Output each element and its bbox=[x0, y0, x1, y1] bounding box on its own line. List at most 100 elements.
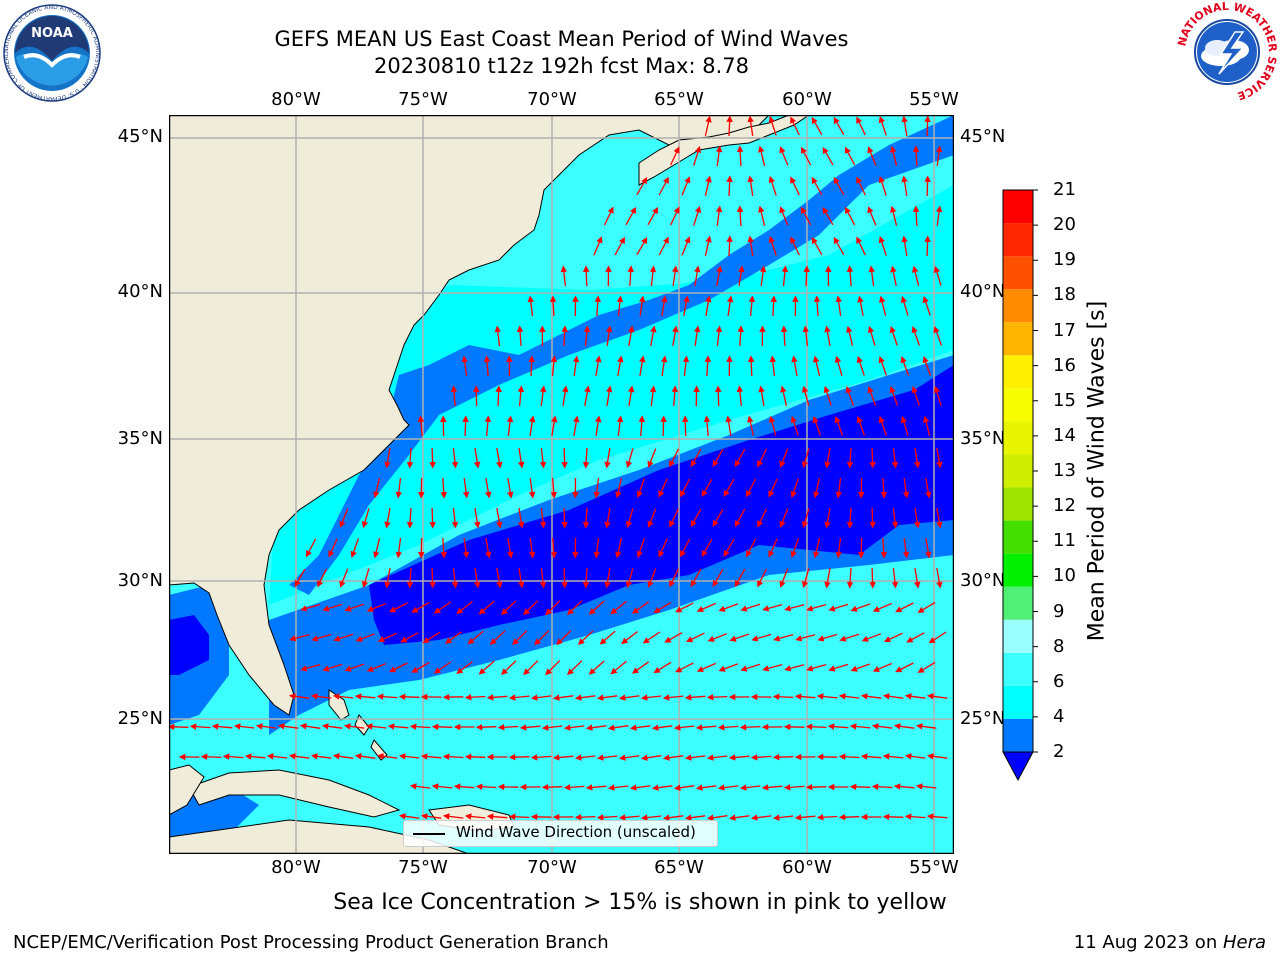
wind-wave-arrow bbox=[610, 600, 627, 615]
wind-wave-arrow bbox=[828, 603, 849, 612]
wind-wave-arrow bbox=[890, 265, 897, 286]
wind-wave-arrow bbox=[704, 115, 712, 136]
wind-wave-arrow bbox=[913, 567, 921, 589]
wind-wave-arrow bbox=[583, 325, 591, 347]
wind-wave-arrow bbox=[549, 295, 557, 317]
wind-wave-arrow bbox=[615, 478, 623, 499]
wind-wave-arrow bbox=[728, 814, 750, 821]
colorbar-band bbox=[1003, 421, 1033, 455]
colorbar-label: 11 bbox=[1053, 530, 1076, 552]
wind-wave-arrow bbox=[420, 813, 442, 820]
wind-wave-arrow bbox=[747, 415, 754, 436]
wind-wave-arrow bbox=[289, 634, 310, 642]
wind-wave-arrow bbox=[734, 448, 746, 468]
wind-wave-arrow bbox=[846, 447, 854, 469]
wind-wave-arrow bbox=[550, 537, 558, 559]
wind-wave-arrow bbox=[670, 146, 680, 166]
wind-wave-arrow bbox=[584, 385, 591, 407]
wind-wave-arrow bbox=[376, 753, 398, 760]
wind-wave-arrow bbox=[431, 783, 453, 790]
wind-wave-arrow bbox=[328, 538, 338, 558]
wind-wave-arrow bbox=[845, 386, 855, 406]
wind-wave-arrow bbox=[714, 385, 722, 407]
wind-wave-arrow bbox=[844, 206, 856, 226]
wind-wave-arrow bbox=[750, 754, 772, 761]
wind-wave-arrow bbox=[801, 448, 810, 469]
wind-wave-arrow bbox=[506, 415, 514, 436]
wind-wave-arrow bbox=[604, 567, 611, 589]
lon-tick-bottom: 65°W bbox=[654, 857, 704, 878]
wind-wave-arrow bbox=[614, 236, 625, 256]
wind-wave-arrow bbox=[300, 663, 321, 672]
wind-wave-arrow bbox=[768, 175, 777, 196]
wind-wave-arrow bbox=[824, 325, 831, 347]
wind-wave-arrow bbox=[901, 235, 908, 257]
wind-wave-arrow bbox=[596, 694, 618, 701]
wind-wave-arrow bbox=[726, 235, 733, 257]
wind-wave-arrow bbox=[377, 632, 397, 643]
wind-wave-arrow bbox=[545, 600, 561, 616]
lat-tick-right: 30°N bbox=[960, 570, 1006, 591]
wind-wave-arrow bbox=[745, 538, 757, 558]
wind-wave-arrow bbox=[429, 447, 436, 469]
wind-wave-arrow bbox=[867, 146, 877, 166]
wind-wave-arrow bbox=[517, 385, 525, 407]
wind-wave-arrow bbox=[588, 600, 605, 615]
wind-wave-arrow bbox=[640, 814, 662, 821]
wind-wave-arrow bbox=[717, 724, 739, 731]
wind-wave-arrow bbox=[582, 567, 590, 589]
wind-wave-arrow bbox=[869, 447, 876, 469]
wind-wave-arrow bbox=[704, 175, 712, 196]
wind-wave-arrow bbox=[669, 448, 679, 468]
wind-wave-arrow bbox=[517, 567, 525, 589]
ocean-field-gulf-deep-blue bbox=[169, 615, 209, 675]
wind-wave-arrow bbox=[539, 508, 547, 529]
wind-wave-arrow bbox=[801, 508, 810, 529]
wind-wave-arrow bbox=[478, 660, 495, 675]
wave-period-map bbox=[169, 115, 954, 854]
wind-wave-arrow bbox=[496, 507, 503, 529]
wind-wave-arrow bbox=[640, 694, 662, 701]
wind-wave-arrow bbox=[911, 386, 920, 406]
wind-wave-arrow bbox=[801, 385, 810, 406]
wind-wave-arrow bbox=[604, 447, 611, 469]
wind-wave-arrow bbox=[904, 753, 926, 760]
wind-wave-arrow bbox=[925, 537, 932, 559]
wind-wave-arrow bbox=[917, 601, 936, 613]
wind-wave-arrow bbox=[703, 415, 711, 437]
wind-wave-arrow bbox=[550, 355, 558, 377]
legend-line-swatch bbox=[413, 833, 445, 835]
wind-wave-arrow bbox=[473, 447, 481, 469]
wind-wave-arrow bbox=[650, 325, 657, 347]
wind-wave-arrow bbox=[872, 662, 892, 672]
wind-wave-arrow bbox=[551, 415, 558, 437]
wind-wave-arrow bbox=[411, 661, 430, 673]
wind-wave-arrow bbox=[725, 415, 732, 437]
wind-wave-arrow bbox=[266, 753, 288, 760]
wind-wave-arrow bbox=[675, 662, 694, 673]
wind-wave-arrow bbox=[895, 662, 914, 673]
wind-wave-arrow bbox=[639, 355, 646, 377]
wind-wave-arrow bbox=[706, 754, 728, 761]
wind-wave-arrow bbox=[784, 664, 805, 672]
wind-wave-arrow bbox=[211, 723, 233, 730]
wind-wave-arrow bbox=[596, 814, 618, 821]
colorbar-label: 19 bbox=[1053, 249, 1076, 271]
wind-wave-arrow bbox=[935, 145, 943, 166]
wind-wave-arrow bbox=[759, 265, 767, 286]
wind-wave-arrow bbox=[706, 693, 728, 701]
wind-wave-arrow bbox=[684, 814, 706, 821]
wind-wave-arrow bbox=[384, 447, 391, 469]
wind-wave-arrow bbox=[880, 537, 887, 559]
wind-wave-arrow bbox=[222, 753, 244, 760]
wind-wave-arrow bbox=[856, 176, 866, 196]
wind-wave-arrow bbox=[512, 630, 528, 646]
wind-wave-arrow bbox=[681, 236, 691, 256]
wind-wave-arrow bbox=[770, 295, 777, 317]
wind-wave-arrow bbox=[433, 661, 452, 674]
wind-wave-arrow bbox=[747, 355, 755, 377]
wind-wave-arrow bbox=[528, 355, 535, 377]
wind-wave-arrow bbox=[332, 753, 354, 760]
wind-wave-arrow bbox=[891, 448, 899, 469]
wind-wave-arrow bbox=[486, 813, 508, 820]
